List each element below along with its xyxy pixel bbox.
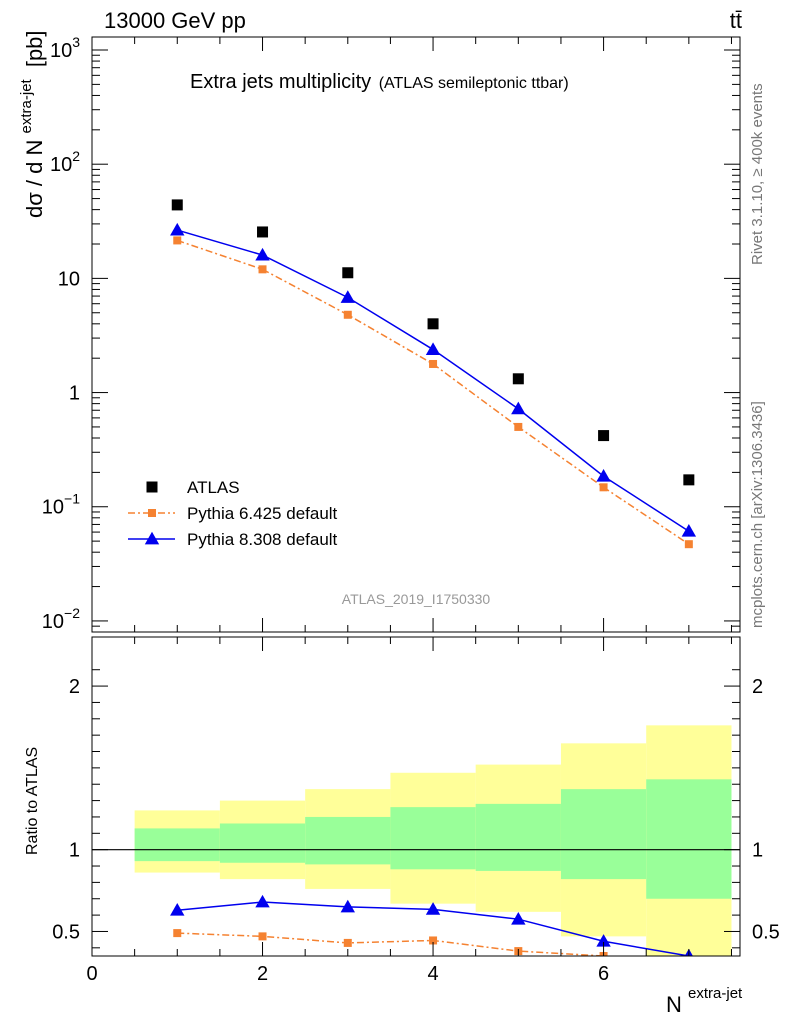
mcplots-label: mcplots.cern.ch [arXiv:1306.3436] (749, 401, 766, 628)
pythia-8-308-default-point (681, 524, 697, 537)
ratio-ytick-label-right: 2 (752, 676, 763, 698)
pythia-8-308-default-point (511, 401, 526, 415)
ratio-ylabel: Ratio to ATLAS (24, 747, 41, 855)
atlas-point (427, 318, 439, 330)
ratio-band-inner (646, 779, 732, 899)
ratio-pythia-6-425-default-point (343, 938, 352, 947)
energy-label: 13000 GeV pp (104, 8, 246, 33)
atlas-point (257, 226, 269, 238)
legend-label-atlas: ATLAS (187, 478, 240, 497)
legend: ATLAS Pythia 6.425 default Pythia 8.308 de… (128, 478, 338, 549)
pythia-6-425-default-point (343, 310, 352, 319)
process-label: tt̄ (730, 8, 742, 33)
pythia-8-308-default-point (170, 222, 185, 236)
main-ytick-label: 103 (50, 34, 80, 62)
pythia-6-425-default-point (429, 359, 438, 368)
atlas-point (342, 267, 354, 279)
ratio-xtick-label: 6 (598, 963, 609, 985)
main-ytick-label: 10 (58, 268, 80, 290)
main-ylabel: dσ / d N extra-jet [pb] (11, 30, 47, 218)
main-subtitle: (ATLAS semileptonic ttbar) (379, 75, 569, 92)
pythia-8-308-default-point (425, 342, 441, 355)
main-ylabel-sup: extra-jet (18, 78, 35, 133)
ratio-frame (91, 636, 741, 957)
ratio-panel: 0.5 0.5 1 1 2 2 0 2 4 6 Ratio to ATLAS N extra-je… (24, 636, 780, 1017)
pythia-8-308-default-line (177, 229, 690, 532)
pythia-8-308-default-point (340, 290, 355, 303)
main-title-group: Extra jets multiplicity (ATLAS semilepto… (190, 71, 569, 93)
analysis-id: ATLAS_2019_I1750330 (342, 591, 491, 607)
main-ytick-label: 102 (50, 148, 80, 176)
ratio-xtick-label: 0 (86, 963, 97, 985)
main-frame (91, 36, 741, 633)
pythia-6-425-default-point (258, 265, 267, 274)
rivet-label: Rivet 3.1.10, ≥ 400k events (749, 83, 766, 265)
ratio-band-inner (305, 816, 391, 865)
ratio-xlabel: N extra-jet (666, 985, 743, 1017)
main-panel: 10−2 10−1 1 10 102 103 Extra jets multiplicit… (11, 30, 741, 633)
main-ytick-label: 10−2 (42, 605, 80, 633)
pythia-8-308-default-point (255, 247, 270, 261)
ratio-xtick-label: 4 (427, 963, 438, 985)
main-ytick-label: 1 (69, 383, 80, 405)
ratio-pythia-8-308-default-point (255, 894, 270, 908)
atlas-point (512, 373, 524, 385)
ratio-pythia-8-308-default-point (170, 902, 185, 916)
ratio-ytick-label-right: 0.5 (752, 921, 780, 943)
ratio-pythia-6-425-default-point (685, 965, 693, 973)
ratio-band-inner (390, 807, 476, 870)
legend-label-pythia-8-308-default: Pythia 8.308 default (187, 530, 338, 549)
ratio-pythia-6-425-default-point (173, 929, 182, 938)
ratio-ytick-label-left: 0.5 (52, 921, 80, 943)
atlas-point (171, 199, 183, 211)
ratio-pythia-6-425-default-point (429, 936, 438, 945)
pythia-6-425-default-point (173, 236, 182, 245)
main-ylabel-unit: [pb] (22, 30, 47, 67)
pythia-6-425-default-point (684, 540, 693, 549)
legend-marker-atlas (146, 481, 158, 493)
ratio-band-inner (219, 823, 306, 863)
main-ylabel-text: dσ / d N (22, 140, 47, 218)
ratio-xlabel-text: N (666, 992, 682, 1017)
ratio-pythia-8-308-default-point (511, 911, 526, 925)
ratio-band-inner (475, 803, 561, 871)
ratio-pythia-8-308-default-point (340, 899, 355, 913)
ratio-pythia-8-308-default-point (425, 902, 441, 915)
legend-label-pythia-6-425-default: Pythia 6.425 default (187, 504, 338, 523)
atlas-point (683, 474, 695, 486)
main-ytick-label: 10−1 (42, 491, 80, 519)
legend-marker-pythia-6-425-default (148, 509, 156, 517)
pythia-8-308-default-point (596, 469, 611, 482)
main-title: Extra jets multiplicity (190, 71, 371, 93)
ratio-ytick-label-right: 1 (752, 840, 763, 862)
pythia-6-425-default-point (514, 422, 523, 431)
atlas-point (598, 430, 610, 442)
legend-marker-pythia-8-308-default (144, 531, 160, 545)
ratio-pythia-6-425-default-point (258, 932, 267, 941)
ratio-pythia-8-308-default-point (596, 934, 611, 947)
ratio-xtick-label: 2 (257, 963, 268, 985)
pythia-6-425-default-point (599, 483, 608, 492)
pythia-6-425-default-line (177, 239, 690, 545)
ratio-xlabel-sup: extra-jet (688, 985, 743, 1002)
ratio-ytick-label-left: 2 (69, 676, 80, 698)
ratio-band-inner (560, 789, 647, 880)
ratio-ytick-label-left: 1 (69, 840, 80, 862)
ratio-band-inner (134, 828, 220, 862)
